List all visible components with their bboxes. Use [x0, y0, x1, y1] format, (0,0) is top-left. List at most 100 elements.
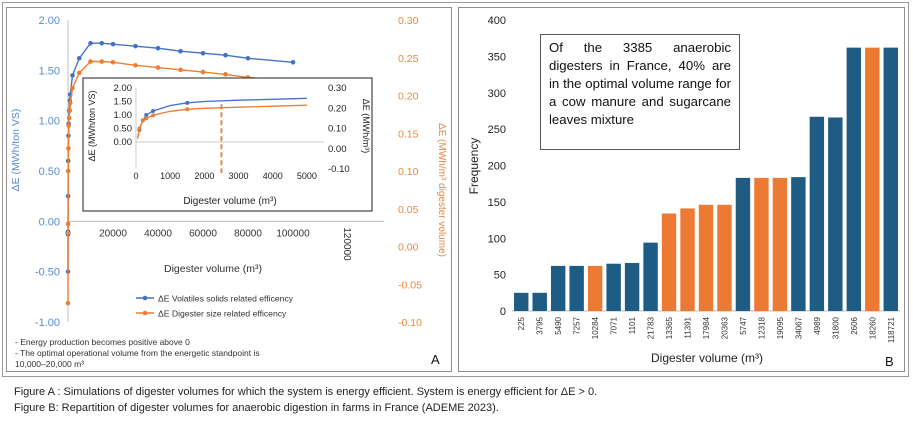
- b-x-tick-label: 118721: [887, 316, 896, 343]
- series-point-0: [110, 41, 116, 47]
- b-bar: [587, 265, 603, 311]
- b-x-tick-label: 18260: [868, 316, 877, 339]
- b-x-tick-label: 1101: [628, 316, 637, 334]
- inset-y2-tick-label: 0.10: [328, 124, 347, 135]
- inset-x-tick-label: 5000: [297, 171, 317, 181]
- x-tick-label: 100000: [276, 228, 310, 239]
- inset-series-line-1: [137, 104, 307, 139]
- inset-y-tick-label: 1.50: [114, 97, 133, 108]
- b-y-tick-label: 0: [500, 306, 506, 318]
- series-point-1: [76, 70, 82, 76]
- panel-a-note-1: - Energy production becomes positive abo…: [15, 337, 190, 347]
- inset-y2-axis-title: ΔE (MWh/m³): [361, 99, 371, 154]
- b-x-tick-label: 31800: [831, 316, 840, 339]
- series-point-1: [155, 65, 161, 70]
- y2-tick-label: 0.00: [398, 242, 419, 254]
- b-bar: [532, 292, 547, 311]
- inset-series-point-1: [185, 107, 190, 112]
- series-point-1: [66, 115, 72, 121]
- series-point-1: [110, 59, 116, 65]
- b-y-tick-label: 200: [488, 161, 506, 173]
- y2-tick-label: 0.15: [398, 128, 419, 140]
- x-axis-title: Digester volume (m³): [164, 263, 262, 275]
- series-point-1: [99, 59, 105, 64]
- b-bar: [754, 177, 769, 311]
- series-point-1: [200, 69, 206, 75]
- inset-y-tick-label: 1.00: [114, 110, 133, 121]
- b-y-tick-label: 50: [494, 270, 506, 282]
- b-x-tick-label: 17984: [702, 316, 711, 339]
- series-point-1: [88, 59, 93, 64]
- b-bar: [865, 47, 880, 312]
- b-bar: [680, 208, 695, 311]
- b-y-tick-label: 150: [488, 197, 506, 209]
- series-point-0: [178, 48, 183, 54]
- panel-a-note-3: 10,000–20,000 m³: [15, 359, 84, 369]
- x-tick-label: 60000: [189, 228, 217, 239]
- series-point-1: [67, 108, 73, 113]
- y2-tick-label: -0.10: [398, 317, 422, 329]
- b-y-tick-label: 400: [488, 15, 506, 27]
- inset-y-axis-title: ΔE (MWh/ton VS): [87, 90, 97, 161]
- caption-a: Figure A : Simulations of digester volum…: [14, 386, 598, 398]
- b-x-tick-label: 21783: [647, 316, 656, 339]
- inset-x-tick-label: 4000: [263, 171, 283, 181]
- inset-x-tick-label: 2000: [194, 171, 214, 181]
- series-point-0: [223, 52, 228, 58]
- series-point-0: [290, 59, 296, 65]
- series-point-1: [66, 146, 71, 151]
- series-line-1: [67, 60, 294, 304]
- y-axis-title: ΔE (MWh/ton VS): [10, 109, 22, 192]
- inset-x-tick-label: 3000: [229, 171, 249, 181]
- b-x-axis-title: Digester volume (m³): [651, 351, 763, 365]
- x-tick-label: 80000: [234, 228, 262, 239]
- inset-series-point-1: [151, 113, 156, 118]
- b-y-axis-title: Frequency: [467, 138, 481, 195]
- b-x-tick-label: 7257: [573, 316, 582, 334]
- b-x-tick-label: 19095: [776, 316, 785, 339]
- b-bar: [791, 177, 806, 311]
- b-x-tick-label: 4989: [813, 316, 822, 334]
- panel-a-letter: A: [431, 352, 440, 367]
- b-x-tick-label: 13365: [665, 316, 674, 339]
- y-tick-label: 0.50: [39, 166, 60, 178]
- inset-y-tick-label: 0.50: [114, 124, 133, 135]
- panel-b-letter: B: [885, 354, 894, 369]
- b-x-tick-label: 5747: [739, 316, 748, 334]
- b-x-tick-label: 5490: [554, 316, 563, 334]
- b-y-tick-label: 300: [488, 88, 506, 100]
- series-point-0: [88, 40, 93, 46]
- inset-series-point-1: [144, 116, 149, 121]
- inset-y2-tick-label: 0.00: [328, 144, 347, 155]
- legend-swatch-marker: [142, 310, 148, 316]
- series-point-1: [223, 72, 228, 77]
- caption-b: Figure B: Repartition of digester volume…: [14, 402, 499, 414]
- series-point-0: [76, 55, 82, 61]
- legend-swatch-marker: [142, 295, 148, 301]
- b-x-tick-label: 11391: [684, 316, 693, 338]
- series-point-0: [155, 45, 161, 51]
- inset-y-tick-label: 2.00: [114, 83, 133, 94]
- inset-series-point-1: [140, 118, 145, 123]
- b-x-tick-label: 2606: [850, 316, 859, 334]
- series-point-0: [245, 55, 251, 61]
- figure-captions: Figure A : Simulations of digester volum…: [14, 384, 597, 416]
- series-point-0: [99, 40, 105, 46]
- y-tick-label: -0.50: [35, 267, 60, 279]
- b-x-tick-label: 7071: [610, 316, 619, 334]
- b-bar: [828, 117, 843, 311]
- b-bar: [514, 292, 529, 311]
- b-x-tick-label: 34067: [794, 316, 803, 339]
- y-tick-label: 0.00: [39, 216, 60, 228]
- b-bar: [550, 265, 566, 311]
- y2-tick-label: 0.20: [398, 91, 419, 103]
- inset-x-tick-label: 0: [133, 171, 138, 181]
- panel-a-note-2: - The optimal operational volume from th…: [15, 348, 260, 358]
- y2-tick-label: 0.30: [398, 15, 419, 27]
- y-tick-label: 1.50: [39, 65, 60, 77]
- b-x-tick-label: 225: [517, 316, 526, 330]
- inset-series-point-0: [185, 100, 190, 105]
- b-bar: [846, 47, 862, 312]
